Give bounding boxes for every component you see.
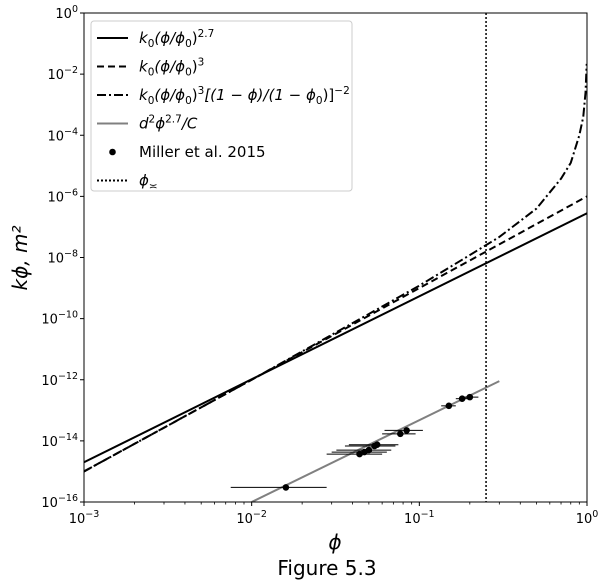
- figure-caption: Figure 5.3: [277, 556, 376, 580]
- tick-label: 100: [55, 4, 78, 22]
- tick-label: 10−2: [47, 65, 78, 83]
- ticks-layer: 10−3 10−2 10−1 100 10−16 10−14 10−12 10−10 10−8 1…: [41, 4, 598, 527]
- legend-box: [90, 20, 353, 192]
- data-point: [397, 430, 404, 438]
- legend-label: ϕ≍: [139, 172, 158, 193]
- points-layer: [230, 393, 479, 491]
- legend-item: k0(ϕ/ϕ0)2.7: [97, 28, 214, 50]
- tick-label: 10−8: [47, 249, 78, 267]
- tick-label: 10−12: [41, 371, 78, 389]
- legend-label: k0(ϕ/ϕ0)3: [139, 57, 204, 79]
- data-point: [365, 446, 373, 454]
- data-point: [466, 393, 474, 401]
- tick-label: 10−2: [236, 509, 267, 527]
- legend-label: Miller et al. 2015: [139, 143, 266, 161]
- series-line: [84, 195, 587, 473]
- legend-label: d2ϕ2.7/C: [139, 114, 198, 133]
- tick-label: 10−16: [41, 493, 78, 511]
- data-point: [282, 484, 290, 491]
- tick-label: 10−6: [47, 187, 78, 205]
- x-axis-label: ϕ: [328, 530, 341, 554]
- series-line: [84, 63, 587, 473]
- data-point: [403, 427, 410, 434]
- tick-label: 100: [576, 509, 599, 527]
- series-line: [84, 212, 587, 464]
- legend-marker: [109, 148, 116, 156]
- tick-label: 10−1: [404, 509, 435, 527]
- legend-item: Miller et al. 2015: [109, 143, 266, 161]
- legend-item: ϕ≍: [97, 172, 158, 193]
- y-axis-label: kϕ, m²: [8, 226, 32, 291]
- tick-label: 10−4: [47, 126, 78, 144]
- legend-item: k0(ϕ/ϕ0)3[(1 − ϕ)/(1 − ϕ0)]−2: [97, 85, 350, 107]
- legend-label: k0(ϕ/ϕ0)2.7: [139, 28, 214, 50]
- legend-label: k0(ϕ/ϕ0)3[(1 − ϕ)/(1 − ϕ0)]−2: [139, 85, 350, 107]
- data-point: [458, 395, 466, 402]
- legend-item: d2ϕ2.7/C: [97, 114, 198, 133]
- tick-label: 10−10: [41, 310, 78, 328]
- data-point: [373, 441, 381, 448]
- data-point: [445, 402, 453, 410]
- series-line: [251, 380, 500, 502]
- series-layer: [84, 13, 587, 502]
- tick-label: 10−3: [69, 509, 100, 527]
- tick-label: 10−14: [41, 432, 78, 450]
- legend: k0(ϕ/ϕ0)2.7 k0(ϕ/ϕ0)3 k0(ϕ/ϕ0)3[(1 − ϕ)/(1…: [90, 20, 353, 193]
- legend-item: k0(ϕ/ϕ0)3: [97, 57, 204, 79]
